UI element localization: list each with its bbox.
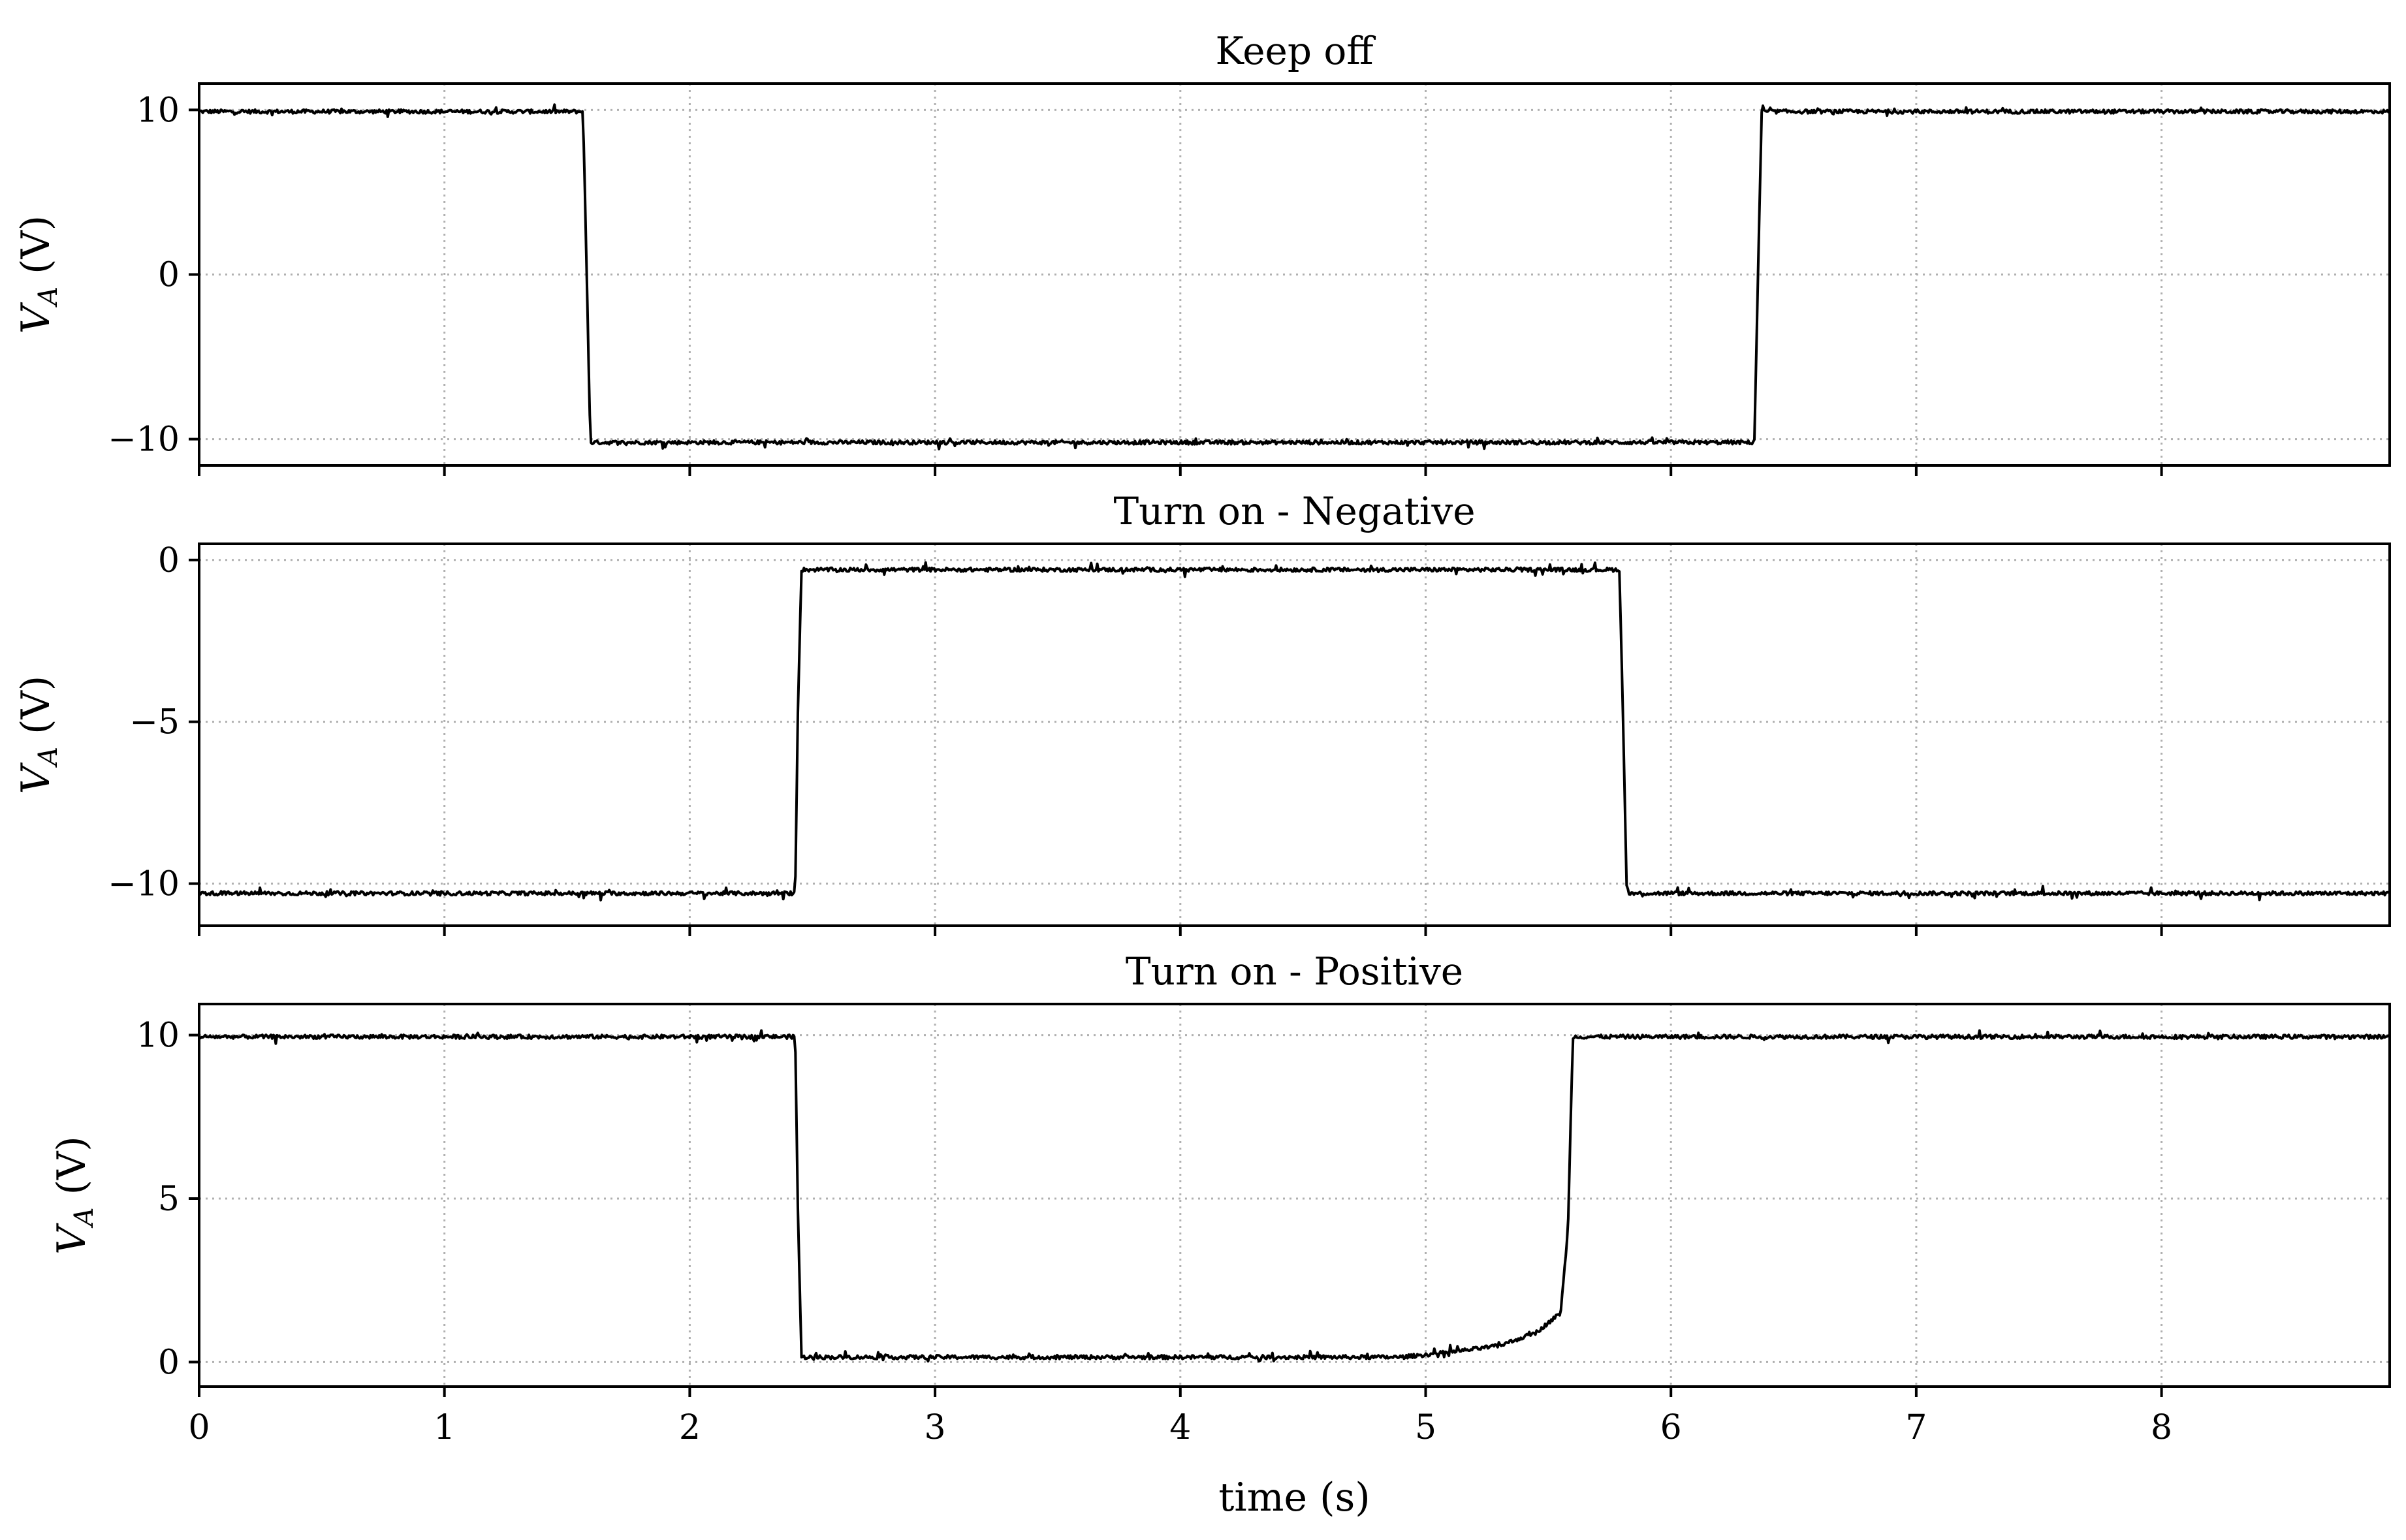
panel-title: Turn on - Negative	[1113, 489, 1475, 533]
panel-1: −10 0 10 Keep off VA (V)	[13, 29, 2391, 476]
x-tick-label: 6	[1660, 1408, 1682, 1447]
panel-title: Keep off	[1215, 29, 1376, 73]
y-tick-label: 0	[158, 1343, 180, 1382]
x-tick-labels: 0 1 2 3 4 5 6 7 8	[188, 1408, 2172, 1447]
x-tick-label: 3	[925, 1408, 946, 1447]
x-tick-label: 5	[1415, 1408, 1436, 1447]
y-tick-label: −10	[108, 865, 180, 904]
x-tick-label: 0	[188, 1408, 210, 1447]
y-tick-label: 0	[158, 541, 180, 580]
y-axis-label: VA (V)	[49, 1136, 99, 1254]
x-axis-label: time (s)	[1218, 1475, 1370, 1520]
x-tick-label: 7	[1905, 1408, 1927, 1447]
x-tick-label: 1	[434, 1408, 455, 1447]
series-line	[198, 1029, 2391, 1363]
panel-title: Turn on - Positive	[1126, 949, 1463, 994]
axes-frame	[198, 1003, 2391, 1388]
x-tick-label: 2	[679, 1408, 701, 1447]
y-axis-label: VA (V)	[13, 676, 63, 794]
x-tick-label: 4	[1169, 1408, 1191, 1447]
panel-2: −10 −5 0 Turn on - Negative VA (V)	[13, 489, 2391, 936]
panels: −10 0 10 Keep off VA (V) −10 −5 0 Turn on - Nega…	[13, 29, 2391, 1397]
x-tick-label: 8	[2151, 1408, 2172, 1447]
series-line	[198, 103, 2391, 450]
series-line	[198, 561, 2390, 902]
y-tick-label: −10	[108, 420, 180, 460]
y-tick-label: 10	[136, 91, 180, 130]
y-tick-label: 5	[158, 1180, 180, 1219]
y-tick-label: −5	[129, 703, 180, 742]
y-tick-label: 0	[158, 256, 180, 295]
axes-frame	[198, 542, 2391, 927]
panel-3: 0 5 10 Turn on - Positive VA (V)	[49, 949, 2391, 1397]
y-tick-label: 10	[136, 1016, 180, 1056]
y-axis-label: VA (V)	[13, 215, 63, 334]
